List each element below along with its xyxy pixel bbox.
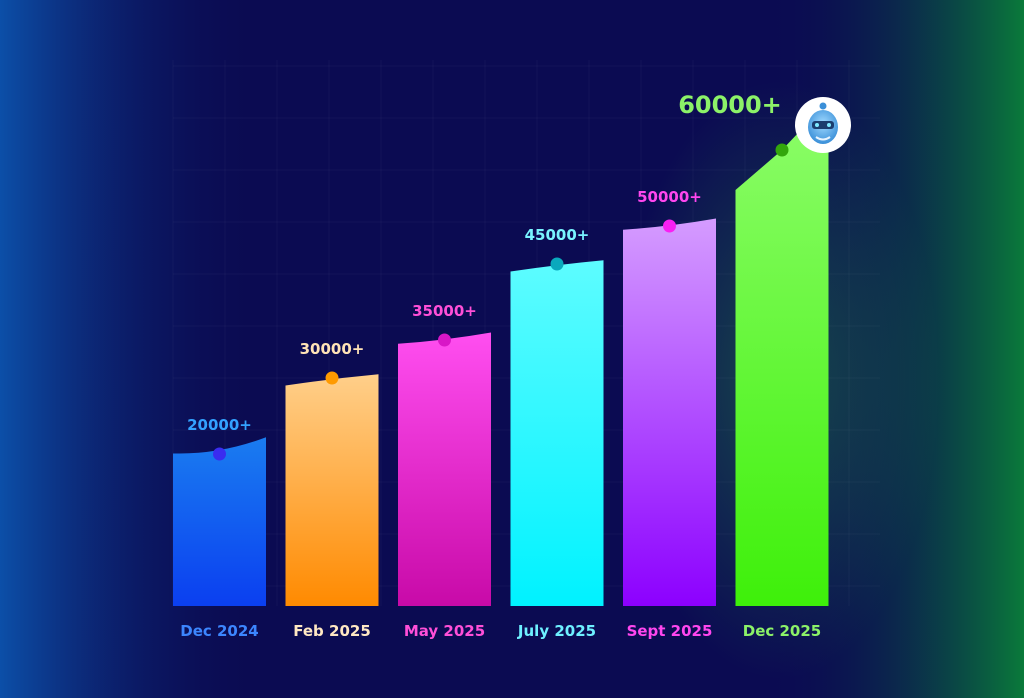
robot-avatar-icon — [795, 97, 851, 153]
data-point-dot — [775, 143, 789, 157]
value-label: 35000+ — [412, 302, 477, 320]
data-point-dot — [213, 447, 226, 461]
value-label: 50000+ — [637, 188, 702, 206]
value-label: 60000+ — [678, 91, 782, 119]
bar — [510, 260, 604, 606]
data-point-dot — [438, 333, 451, 347]
chart-dots — [213, 143, 789, 461]
value-label: 45000+ — [525, 226, 590, 244]
category-label: July 2025 — [517, 622, 596, 640]
data-point-dot — [325, 371, 339, 385]
data-point-dot — [550, 257, 564, 271]
chart-bars — [173, 105, 829, 606]
category-label: May 2025 — [404, 622, 485, 640]
bar — [623, 218, 716, 606]
bar — [173, 437, 266, 606]
bar — [285, 374, 379, 606]
value-label: 30000+ — [300, 340, 365, 358]
data-point-dot — [663, 219, 676, 233]
bar — [398, 332, 491, 606]
category-label: Dec 2024 — [180, 622, 259, 640]
bar — [735, 105, 829, 606]
category-label: Dec 2025 — [743, 622, 822, 640]
category-label: Feb 2025 — [293, 622, 371, 640]
value-label: 20000+ — [187, 416, 252, 434]
category-labels: Dec 2024 Feb 2025 May 2025 July 2025 Sept 20… — [180, 622, 821, 640]
value-labels: 20000+ 30000+ 35000+ 45000+ 50000+ 60000+ — [187, 91, 782, 434]
category-label: Sept 2025 — [627, 622, 713, 640]
